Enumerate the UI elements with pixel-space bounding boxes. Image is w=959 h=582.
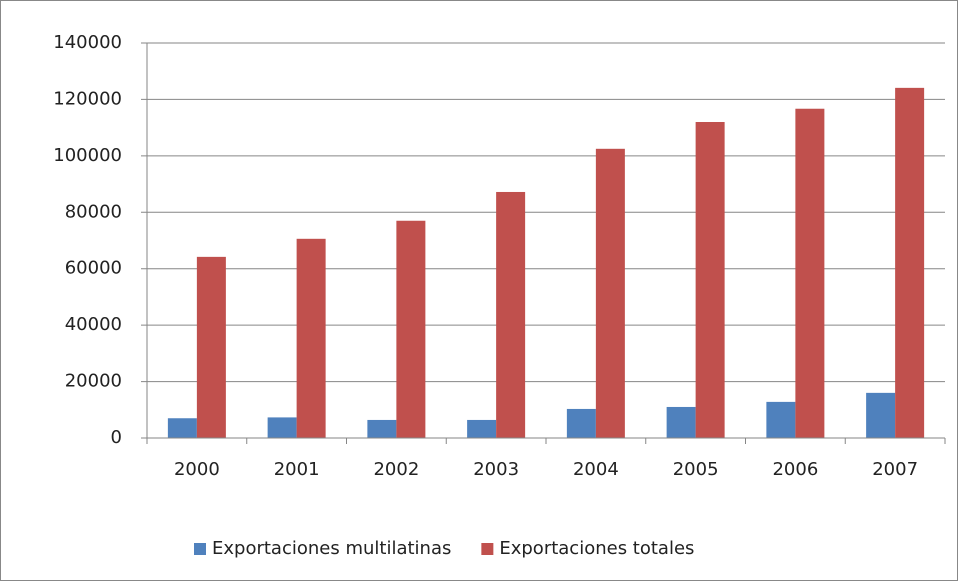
y-tick-label: 60000 <box>65 258 122 279</box>
legend-swatch <box>194 543 206 555</box>
x-tick-label: 2003 <box>473 459 519 480</box>
x-tick-label: 2005 <box>673 459 719 480</box>
bar <box>666 406 696 438</box>
bar <box>296 238 326 438</box>
y-tick-label: 80000 <box>65 201 122 222</box>
y-tick-label: 20000 <box>65 371 122 392</box>
bar <box>396 220 426 438</box>
bar <box>595 148 625 438</box>
legend-label: Exportaciones totales <box>499 538 694 559</box>
bar <box>196 256 226 438</box>
legend-swatch <box>481 543 494 555</box>
x-tick-label: 2000 <box>174 459 220 480</box>
y-tick-label: 100000 <box>53 145 122 166</box>
y-tick-label: 40000 <box>65 314 122 335</box>
y-tick-label: 120000 <box>53 88 122 109</box>
bar <box>566 408 596 438</box>
bar <box>496 191 526 438</box>
x-tick-label: 2006 <box>772 459 818 480</box>
y-tick-label: 140000 <box>53 32 122 53</box>
x-tick-label: 2001 <box>274 459 320 480</box>
bar <box>795 108 825 438</box>
x-tick-label: 2004 <box>573 459 619 480</box>
x-tick-label: 2007 <box>872 459 918 480</box>
bar <box>695 122 725 438</box>
y-tick-label: 0 <box>111 427 122 448</box>
bar <box>167 418 197 438</box>
x-tick-label: 2002 <box>373 459 419 480</box>
bar <box>267 417 297 438</box>
bar <box>467 419 497 438</box>
bar <box>895 87 925 438</box>
legend-label: Exportaciones multilatinas <box>212 538 451 559</box>
bar <box>866 392 896 438</box>
bar <box>766 401 796 438</box>
bar <box>367 419 397 438</box>
